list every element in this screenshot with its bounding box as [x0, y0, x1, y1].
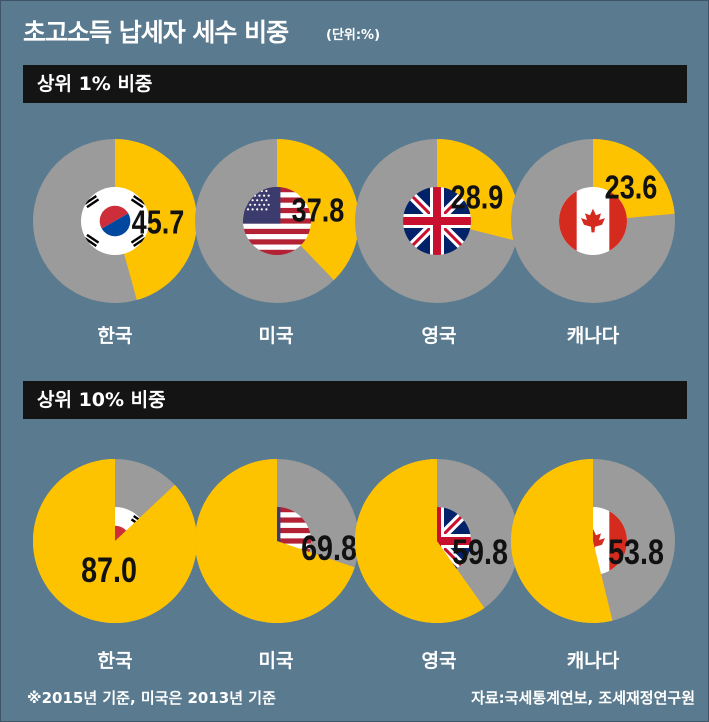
country-label-uk-2: 영국 — [421, 650, 457, 672]
source-note: 자료:국세통계연보, 조세재정연구원 — [471, 689, 695, 707]
country-label-usa-2: 미국 — [258, 650, 294, 672]
country-label-korea: 한국 — [97, 325, 133, 347]
country-label-canada-2: 캐나다 — [566, 650, 620, 672]
uk-flag-icon — [403, 187, 471, 255]
pie-value-label: 28.9 — [451, 180, 504, 216]
pie-value-label: 69.8 — [301, 529, 357, 568]
country-label-usa: 미국 — [258, 325, 294, 347]
pie-value-label: 59.8 — [452, 533, 508, 572]
pie-top10-1: 69.8 — [194, 459, 359, 623]
pie-value-label: 87.0 — [81, 551, 137, 590]
usa-flag-icon — [243, 187, 311, 255]
pie-share-slice-overlay — [33, 459, 198, 623]
section-header-top1: 상위 1% 비중 — [23, 65, 687, 103]
pie-share-slice-overlay — [511, 459, 613, 623]
pie-share-slice-overlay — [194, 459, 355, 623]
pie-value-label: 45.7 — [132, 205, 185, 241]
pie-top10-3: 53.8 — [511, 459, 675, 623]
korea-flag-icon — [81, 187, 149, 255]
pie-share-slice — [115, 139, 197, 301]
pie-top10-0: 87.0 — [33, 459, 198, 623]
country-label-canada: 캐나다 — [566, 325, 620, 347]
pie-value-label: 53.8 — [608, 533, 664, 572]
pie-value-label: 23.6 — [605, 170, 658, 206]
country-label-uk: 영국 — [421, 325, 457, 347]
chart-title: 초고소득 납세자 세수 비중 — [23, 18, 289, 47]
pie-share-slice — [277, 139, 359, 281]
footnote: ※2015년 기준, 미국은 2013년 기준 — [27, 689, 276, 707]
pie-top1-2: 28.9 — [355, 139, 519, 303]
pie-top1-0: 45.7 — [33, 139, 197, 303]
pie-share-slice-overlay — [354, 459, 485, 623]
section-header-top10: 상위 10% 비중 — [23, 381, 687, 419]
pie-top1-3: 23.6 — [511, 139, 675, 303]
unit-label: (단위:%) — [326, 28, 381, 43]
country-label-korea-2: 한국 — [97, 650, 133, 672]
pie-value-label: 37.8 — [292, 193, 345, 229]
pie-top1-1: 37.8 — [195, 139, 359, 303]
pie-top10-2: 59.8 — [354, 459, 519, 623]
